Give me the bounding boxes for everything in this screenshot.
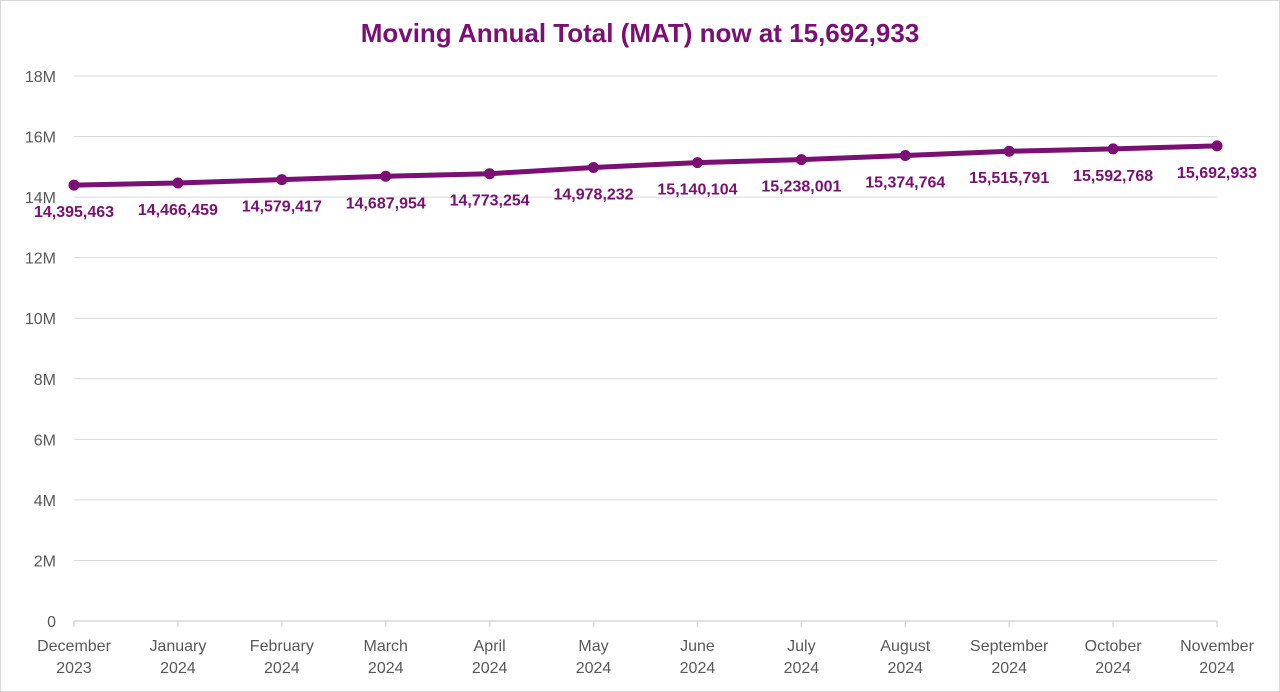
data-label: 15,515,791 [969,170,1049,187]
x-tick-label: February 2024 [250,638,314,677]
x-tick-label: March 2024 [364,638,408,677]
data-label: 15,238,001 [761,179,841,196]
data-point [380,170,392,182]
data-point [795,154,807,166]
x-tick-label: July 2024 [784,638,820,677]
chart-title: Moving Annual Total (MAT) now at 15,692,… [360,18,920,48]
y-tick-label: 10M [25,311,56,328]
x-tick-label: January 2024 [149,638,206,677]
data-label: 14,579,417 [242,199,322,216]
data-label: 14,978,232 [554,186,634,203]
y-tick-label: 0 [47,614,56,631]
data-label: 14,687,954 [346,195,426,212]
data-point [276,174,288,186]
data-label: 14,773,254 [450,193,530,210]
y-tick-label: 6M [34,432,56,449]
data-point [484,168,496,180]
y-tick-label: 16M [25,130,56,147]
y-tick-label: 14M [25,190,56,207]
y-tick-label: 18M [25,69,56,86]
data-point [899,149,911,161]
data-point [588,161,600,173]
data-point [172,177,184,189]
x-tick-label: June 2024 [680,638,716,677]
data-point [1107,143,1119,155]
data-point [1003,145,1015,157]
x-tick-label: April 2024 [472,638,508,677]
x-tick-label: November 2024 [1180,638,1254,677]
x-tick-label: May 2024 [576,638,612,677]
x-tick-label: October 2024 [1085,638,1143,677]
y-tick-label: 2M [34,553,56,570]
data-label: 15,140,104 [657,182,737,199]
data-label: 14,466,459 [138,202,218,219]
data-point [1211,140,1223,152]
data-label: 15,692,933 [1177,165,1257,182]
data-label: 15,592,768 [1073,168,1153,185]
y-tick-label: 12M [25,251,56,268]
x-tick-label: September 2024 [970,638,1049,677]
y-tick-label: 4M [34,493,56,510]
x-tick-label: December 2023 [37,638,111,677]
data-point [68,179,80,191]
y-tick-label: 8M [34,372,56,389]
data-point [691,157,703,169]
series-line [71,143,1220,188]
data-label: 15,374,764 [865,174,945,191]
data-label: 14,395,463 [34,204,114,221]
x-tick-label: August 2024 [880,638,930,677]
